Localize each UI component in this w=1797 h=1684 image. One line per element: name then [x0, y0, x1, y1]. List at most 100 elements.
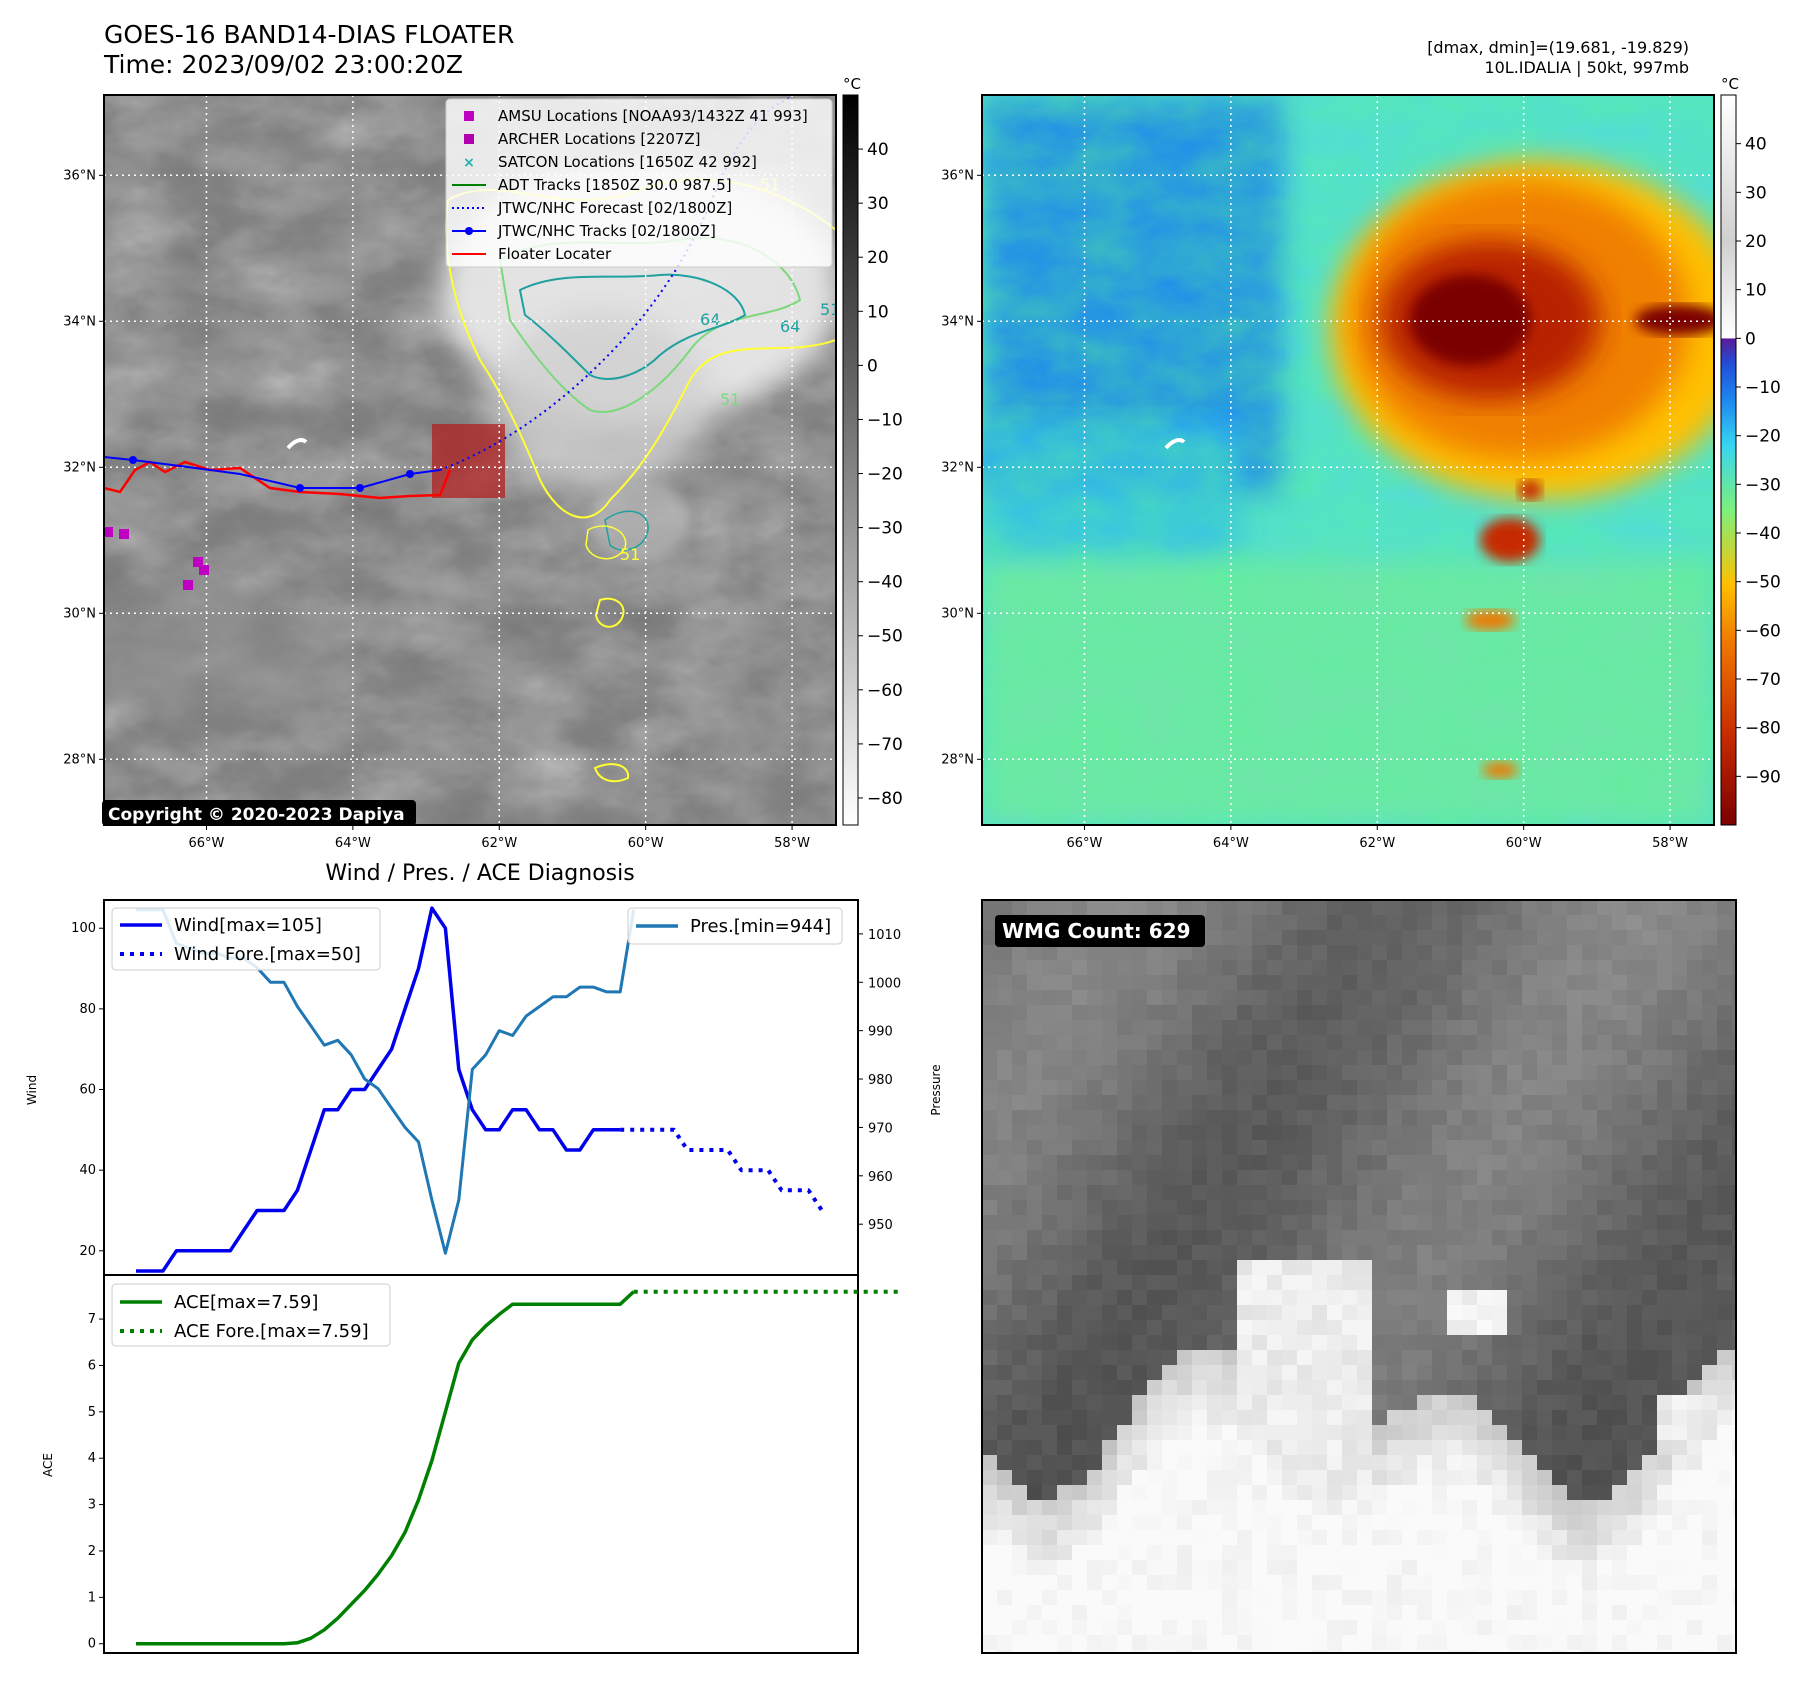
- wmg-pixel: [1417, 1440, 1433, 1456]
- wmg-pixel: [1537, 1635, 1553, 1651]
- wmg-pixel: [1687, 1380, 1703, 1396]
- wmg-pixel: [1537, 1365, 1553, 1381]
- ir-gray-map-frame: [103, 94, 837, 826]
- wmg-pixel: [1057, 1065, 1073, 1081]
- wmg-pixel: [1522, 1260, 1538, 1276]
- wmg-pixel: [1342, 1005, 1358, 1021]
- wmg-pixel: [1522, 915, 1538, 931]
- wmg-pixel: [1237, 990, 1253, 1006]
- wmg-pixel: [1702, 975, 1718, 991]
- wmg-pixel: [1687, 1035, 1703, 1051]
- wmg-pixel: [1012, 1560, 1028, 1576]
- lat-tick-label: 30°N: [941, 606, 974, 621]
- wmg-pixel: [1357, 1065, 1373, 1081]
- wmg-pixel: [1342, 1485, 1358, 1501]
- wmg-pixel: [1372, 1305, 1388, 1321]
- wmg-pixel: [1057, 1590, 1073, 1606]
- lat-tick-label: 28°N: [63, 752, 96, 767]
- wmg-pixel: [1267, 1410, 1283, 1426]
- wmg-pixel: [1567, 1020, 1583, 1036]
- wmg-pixel: [1147, 1200, 1163, 1216]
- wmg-pixel: [1297, 1260, 1313, 1276]
- wmg-pixel: [1537, 1605, 1553, 1621]
- wmg-pixel: [1522, 1500, 1538, 1516]
- wmg-pixel: [1297, 1275, 1313, 1291]
- wmg-pixel: [1432, 1365, 1448, 1381]
- wmg-pixel: [1552, 1095, 1568, 1111]
- wmg-pixel: [1537, 1425, 1553, 1441]
- wmg-pixel: [1702, 1320, 1718, 1336]
- wmg-pixel: [1162, 1470, 1178, 1486]
- wmg-pixel: [1072, 990, 1088, 1006]
- wmg-pixel: [1432, 1650, 1448, 1653]
- wmg-pixel: [1147, 1485, 1163, 1501]
- wmg-pixel: [1162, 1215, 1178, 1231]
- wmg-pixel: [997, 1320, 1013, 1336]
- wmg-pixel: [1477, 1530, 1493, 1546]
- wmg-pixel: [1117, 990, 1133, 1006]
- wmg-pixel: [1702, 1425, 1718, 1441]
- ace-tick-label: 2: [88, 1544, 96, 1559]
- wmg-pixel: [1687, 960, 1703, 976]
- wmg-pixel: [1567, 1035, 1583, 1051]
- wmg-pixel: [1447, 1365, 1463, 1381]
- wmg-pixel: [1102, 1485, 1118, 1501]
- wmg-pixel: [1192, 975, 1208, 991]
- wmg-pixel: [1117, 1290, 1133, 1306]
- wmg-pixel: [1282, 1020, 1298, 1036]
- wmg-pixel: [1027, 1020, 1043, 1036]
- wmg-pixel: [1117, 1305, 1133, 1321]
- wmg-pixel: [1657, 1185, 1673, 1201]
- wmg-pixel: [1462, 1155, 1478, 1171]
- wmg-pixel: [1312, 1470, 1328, 1486]
- wmg-pixel: [1732, 1605, 1736, 1621]
- wmg-pixel: [1477, 1455, 1493, 1471]
- wmg-pixel: [1642, 1305, 1658, 1321]
- wmg-pixel: [1147, 1260, 1163, 1276]
- wmg-pixel: [1522, 1335, 1538, 1351]
- wmg-pixel: [982, 1410, 998, 1426]
- wmg-pixel: [1357, 1155, 1373, 1171]
- wmg-pixel: [1072, 1035, 1088, 1051]
- wmg-pixel: [982, 1530, 998, 1546]
- wmg-pixel: [1132, 1230, 1148, 1246]
- wmg-pixel: [1567, 1140, 1583, 1156]
- wmg-pixel: [1072, 1230, 1088, 1246]
- wmg-pixel: [1117, 900, 1133, 916]
- wmg-pixel: [1657, 1545, 1673, 1561]
- wmg-panel-frame: [981, 899, 1737, 1654]
- wmg-pixel: [1642, 975, 1658, 991]
- wmg-pixel: [1357, 1485, 1373, 1501]
- wmg-pixel: [1537, 1545, 1553, 1561]
- wmg-pixel: [1237, 1365, 1253, 1381]
- wmg-pixel: [1477, 1080, 1493, 1096]
- wmg-pixel: [1597, 1470, 1613, 1486]
- wmg-pixel: [1147, 1515, 1163, 1531]
- wmg-pixel: [1042, 945, 1058, 961]
- wmg-pixel: [1057, 1620, 1073, 1636]
- wmg-pixel: [1402, 1020, 1418, 1036]
- wmg-pixel: [1072, 900, 1088, 916]
- wmg-pixel: [1282, 1575, 1298, 1591]
- wmg-pixel: [1387, 1290, 1403, 1306]
- wmg-pixel: [1507, 1035, 1523, 1051]
- wmg-pixel: [1147, 1290, 1163, 1306]
- wmg-pixel: [1537, 1320, 1553, 1336]
- wmg-pixel: [1597, 1080, 1613, 1096]
- wmg-pixel: [1567, 1560, 1583, 1576]
- wmg-pixel: [1012, 1185, 1028, 1201]
- wmg-pixel: [1672, 1380, 1688, 1396]
- wmg-pixel: [1462, 1635, 1478, 1651]
- wmg-pixel: [1042, 1470, 1058, 1486]
- wmg-pixel: [1162, 1485, 1178, 1501]
- wmg-pixel: [1237, 1230, 1253, 1246]
- wmg-pixel: [1027, 1470, 1043, 1486]
- wmg-pixel: [1042, 1275, 1058, 1291]
- wmg-pixel: [1387, 990, 1403, 1006]
- wmg-pixel: [1582, 1065, 1598, 1081]
- wmg-pixel: [1507, 1125, 1523, 1141]
- wmg-pixel: [1342, 1500, 1358, 1516]
- wmg-pixel: [1567, 1575, 1583, 1591]
- wmg-pixel: [1327, 1155, 1343, 1171]
- wmg-pixel: [1087, 1515, 1103, 1531]
